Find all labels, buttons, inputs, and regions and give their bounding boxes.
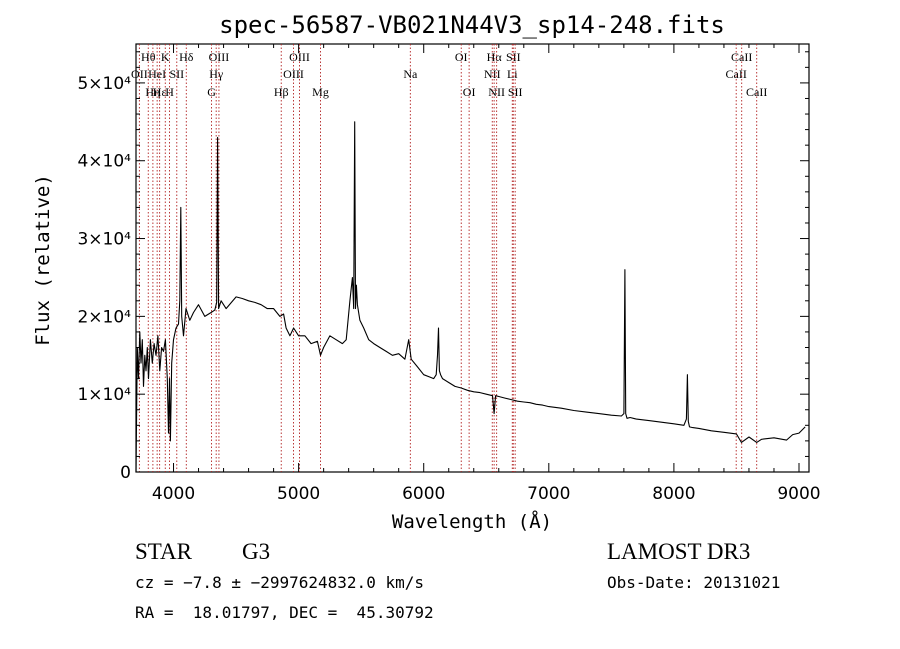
line-markers: OII Hθ Hη HeI Hε K H SII Hδ G Hγ OIII Hβ OIII OIII Mg Na…	[131, 44, 767, 472]
line-marker-label: Li	[507, 67, 518, 81]
x-tick-label: 9000	[777, 484, 820, 504]
spectrum-line	[135, 121, 806, 473]
line-marker-label: CaII	[746, 85, 767, 99]
y-tick-label: 4×10⁴	[77, 152, 131, 172]
line-marker-label: Hθ	[141, 50, 156, 64]
line-marker-label: NII	[488, 85, 505, 99]
object-subclass: G3	[242, 539, 271, 564]
y-axis-label: Flux (relative)	[32, 174, 54, 346]
y-tick-label: 0	[120, 463, 131, 483]
line-marker-label: Na	[403, 67, 418, 81]
x-tick-label: 7000	[527, 484, 570, 504]
redshift-line: cz = −7.8 ± −2997624832.0 km/s	[135, 573, 424, 592]
y-tick-label: 1×10⁴	[77, 385, 131, 405]
spectrum-series	[135, 121, 806, 473]
x-tick-label: 6000	[402, 484, 445, 504]
line-marker-label: HeI	[148, 67, 166, 81]
line-marker-label: Hη	[145, 85, 160, 99]
object-class: STAR	[135, 539, 192, 564]
line-marker-label: CaII	[731, 50, 752, 64]
plot-frame	[135, 43, 810, 473]
survey-name: LAMOST DR3	[607, 539, 751, 564]
line-marker-label: OI	[463, 85, 476, 99]
y-tick-label: 3×10⁴	[77, 230, 131, 250]
line-marker-label: SII	[506, 50, 521, 64]
line-marker-label: OII	[131, 67, 148, 81]
line-marker-label: H	[165, 85, 174, 99]
y-tick-label: 5×10⁴	[77, 74, 131, 94]
y-tick-label: 2×10⁴	[77, 307, 131, 327]
x-tick-label: 4000	[152, 484, 195, 504]
line-marker-label: Hα	[487, 50, 503, 64]
axis-ticks: 4000 5000 6000 7000 8000 9000 0 1×10⁴ 2×10⁴ 3×10⁴…	[77, 44, 821, 504]
line-marker-label: Mg	[312, 85, 329, 99]
obs-date: Obs-Date: 20131021	[607, 573, 781, 592]
x-tick-label: 5000	[277, 484, 320, 504]
line-marker-label: OIII	[209, 50, 230, 64]
line-marker-label: Hδ	[179, 50, 194, 64]
x-axis-label: Wavelength (Å)	[392, 510, 552, 533]
line-marker-label: OI	[455, 50, 468, 64]
coordinates: RA = 18.01797, DEC = 45.30792	[135, 603, 434, 622]
line-marker-label: NII	[484, 67, 501, 81]
line-marker-label: CaII	[726, 67, 747, 81]
line-marker-label: SII	[508, 85, 523, 99]
line-marker-label: Hγ	[209, 67, 224, 81]
line-marker-label: G	[207, 85, 216, 99]
line-marker-label: OIII	[283, 67, 304, 81]
line-marker-label: OIII	[289, 50, 310, 64]
x-tick-label: 8000	[652, 484, 695, 504]
chart-title: spec-56587-VB021N44V3_sp14-248.fits	[219, 11, 725, 39]
line-marker-label: K	[161, 50, 170, 64]
line-marker-label: Hβ	[274, 85, 289, 99]
line-marker-label: SII	[169, 67, 184, 81]
line-marker-label: Hε	[153, 85, 167, 99]
